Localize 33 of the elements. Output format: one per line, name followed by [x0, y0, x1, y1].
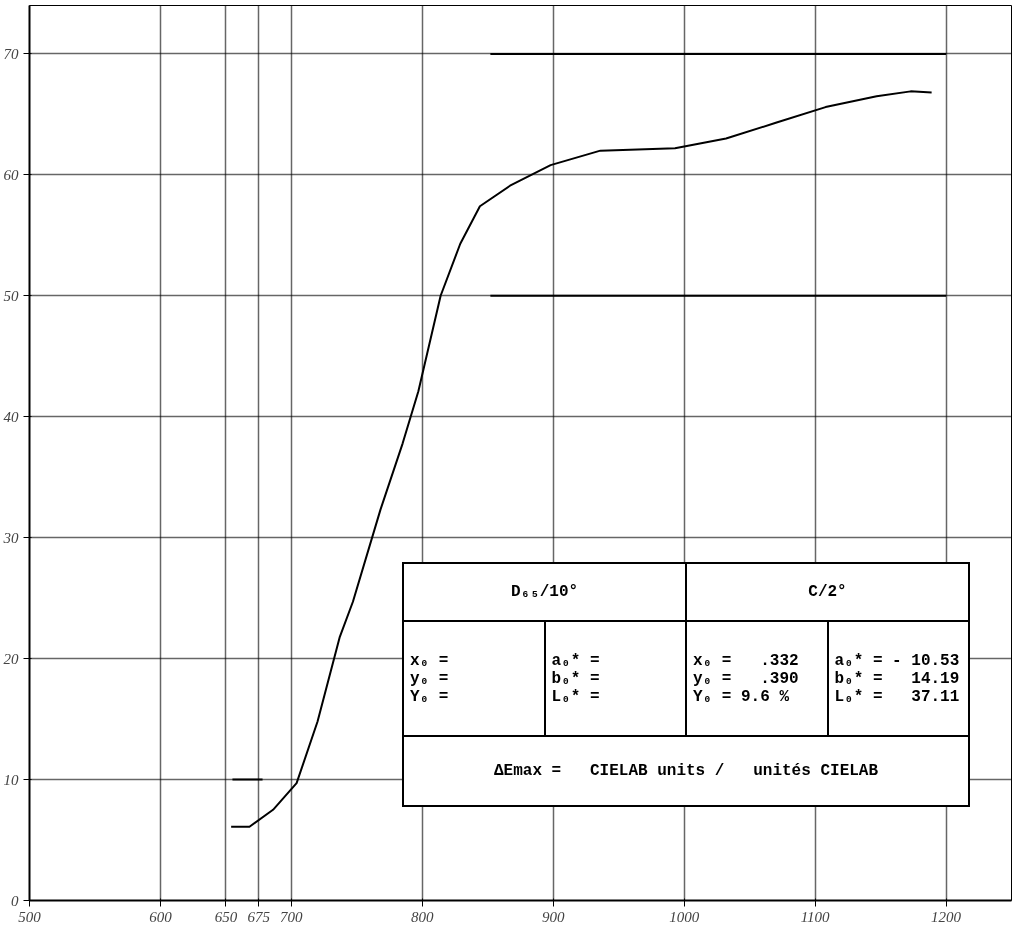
- x-tick-label: 500: [18, 908, 42, 925]
- annotation: x₀ =: [410, 651, 449, 670]
- x-tick-label: 1000: [669, 908, 700, 925]
- annotation: y₀ =: [410, 669, 449, 688]
- y-tick-label: 50: [3, 287, 19, 304]
- annotation: a₀* = - 10.53: [834, 651, 960, 670]
- x-tick-label: 1100: [800, 908, 831, 925]
- annotation: L₀* = 37.11: [834, 687, 960, 706]
- annotation: b₀* = 14.19: [834, 669, 960, 688]
- y-tick-label: 70: [3, 45, 19, 62]
- annotation: x₀ = .332: [693, 651, 799, 670]
- y-tick-label: 60: [3, 166, 19, 183]
- x-tick-label: 600: [149, 908, 173, 925]
- annotation: a₀* =: [551, 651, 600, 670]
- annotation: Y₀ = 9.6 %: [693, 687, 790, 706]
- x-tick-label: 700: [280, 908, 304, 925]
- x-tick-label: 800: [411, 908, 435, 925]
- y-tick-label: 40: [3, 408, 19, 425]
- y-tick-label: 20: [3, 650, 19, 667]
- x-tick-label: 675: [247, 908, 271, 925]
- x-tick-label: 1200: [931, 908, 962, 925]
- y-tick-label: 30: [2, 529, 19, 546]
- annotation: C/2°: [686, 563, 969, 621]
- y-tick-label: 10: [3, 771, 19, 788]
- x-tick-label: 650: [214, 908, 238, 925]
- annotation: D₆₅/10°: [403, 563, 686, 621]
- annotation: ΔEmax = CIELAB units / unités CIELAB: [403, 736, 969, 806]
- annotation: Y₀ =: [410, 687, 449, 706]
- annotation: b₀* =: [551, 669, 600, 688]
- x-tick-label: 900: [541, 908, 565, 925]
- y-tick-label: 0: [11, 892, 19, 909]
- annotation: L₀* =: [551, 687, 600, 706]
- annotation: y₀ = .390: [693, 669, 799, 688]
